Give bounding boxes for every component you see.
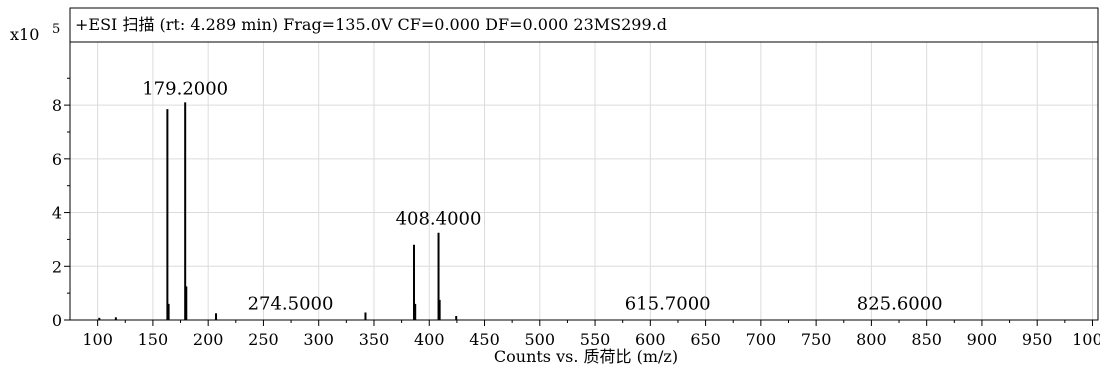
axis-ticks: 100 150 200 250 300 350 400 450 500 550 600 650 700 7… [52,77,1100,349]
x-tick-label: 150 [138,330,169,349]
y-tick-label: 2 [52,257,62,276]
x-tick-label: 750 [801,330,832,349]
y-tick-label: 0 [52,311,62,330]
peak-label: 825.6000 [857,293,943,314]
x-tick-label: 700 [746,330,777,349]
x-tick-label: 900 [967,330,998,349]
peak-label: 615.7000 [625,293,711,314]
x-tick-label: 200 [193,330,224,349]
peak-label: 179.2000 [142,78,228,99]
x-tick-label: 600 [635,330,666,349]
x-tick-label: 450 [469,330,500,349]
spectrum-peaks [98,102,458,320]
x-tick-label: 550 [580,330,611,349]
y-scale-exponent: 5 [52,22,60,37]
y-scale-label: x10 [10,25,39,44]
y-tick-label: 6 [52,150,62,169]
x-tick-label: 950 [1022,330,1053,349]
x-tick-label: 800 [856,330,887,349]
x-tick-label: 650 [690,330,721,349]
x-tick-label: 850 [911,330,942,349]
x-tick-label: 500 [525,330,556,349]
peak-label: 408.4000 [396,209,482,230]
chart-title: +ESI 扫描 (rt: 4.289 min) Frag=135.0V CF=0… [75,15,667,34]
grid-lines [70,42,1098,320]
x-tick-label: 100 [82,330,113,349]
y-tick-label: 8 [52,96,62,115]
x-tick-label: 350 [359,330,390,349]
plot-frame [69,7,1099,321]
y-tick-label: 4 [52,204,62,223]
peak-annotations: 179.2000 408.4000 274.5000 615.7000 825.6000 [142,78,942,314]
x-axis-label: Counts vs. 质荷比 (m/z) [494,347,678,366]
peak-label: 274.5000 [248,293,334,314]
x-tick-label: 300 [303,330,334,349]
x-tick-label: 250 [248,330,279,349]
x-tick-label: 400 [414,330,445,349]
